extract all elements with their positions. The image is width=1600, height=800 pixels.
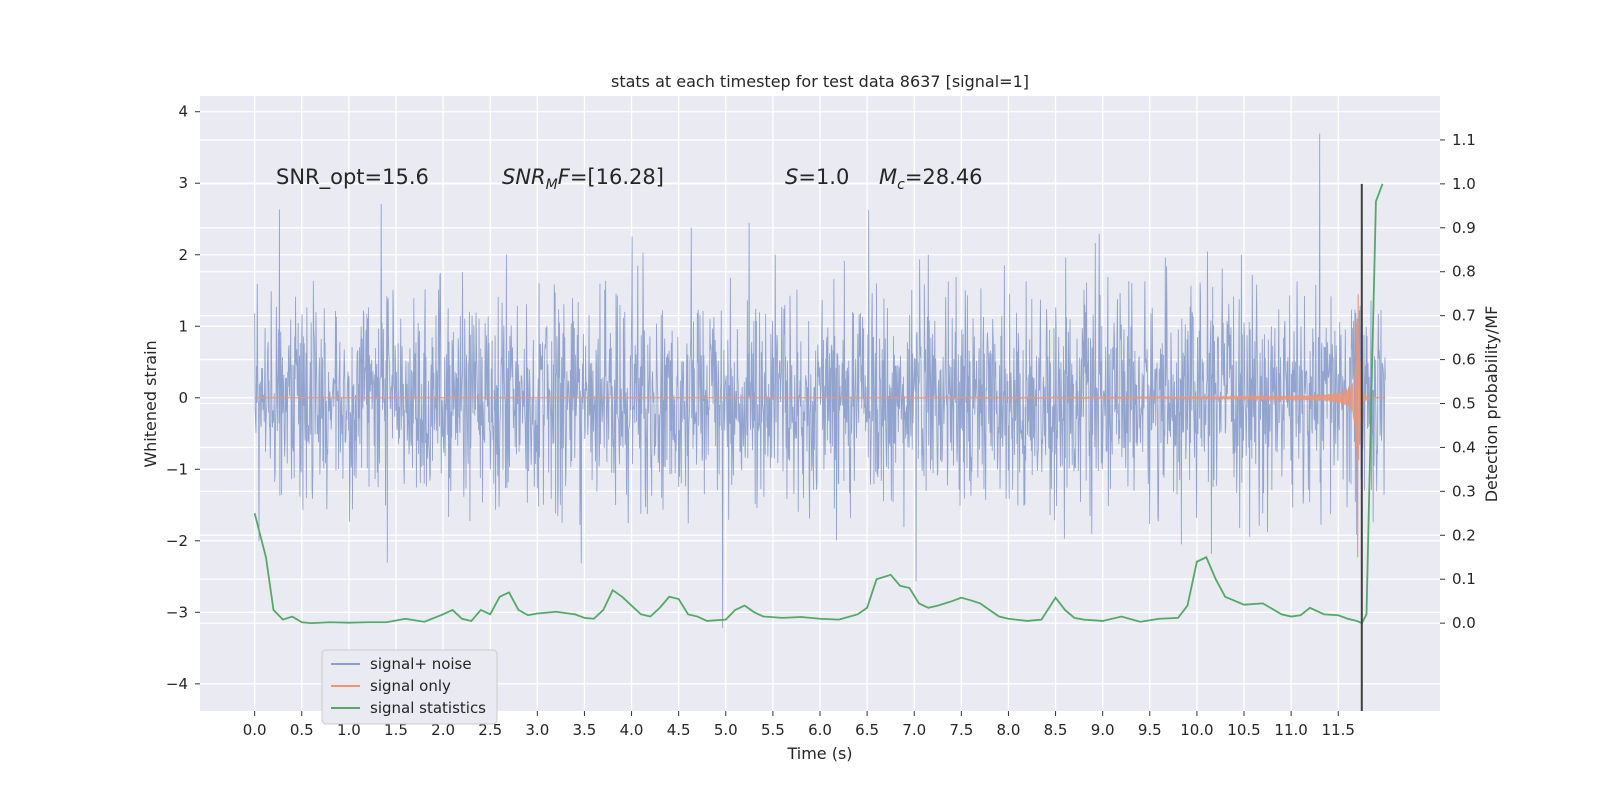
y-tick-label: −4 — [166, 675, 188, 693]
x-tick-label: 5.5 — [761, 721, 785, 739]
y2-tick-label: 0.4 — [1452, 438, 1476, 456]
series-signal-only-line — [254, 294, 1386, 558]
y-tick-label: −3 — [166, 603, 188, 621]
x-tick-label: 3.0 — [525, 721, 549, 739]
y-tick-label: 3 — [178, 174, 188, 192]
x-tick-label: 9.5 — [1138, 721, 1162, 739]
y2-tick-label: 0.5 — [1452, 395, 1476, 413]
y-tick-label: 0 — [178, 389, 188, 407]
grid — [200, 96, 1440, 711]
x-tick-label: 5.0 — [714, 721, 738, 739]
x-tick-label: 4.0 — [620, 721, 644, 739]
y-tick-label: −2 — [166, 532, 188, 550]
x-tick-label: 0.5 — [290, 721, 314, 739]
legend-box — [321, 649, 498, 725]
x-tick-label: 7.5 — [949, 721, 973, 739]
x-tick-label: 6.5 — [855, 721, 879, 739]
x-tick-label: 0.0 — [243, 721, 267, 739]
y2-tick-label: 0.6 — [1452, 351, 1476, 369]
annotation-snr-opt: SNR_opt=15.6 — [276, 165, 429, 190]
y2-tick-label: 0.8 — [1452, 263, 1476, 281]
y2-tick-label: 0.7 — [1452, 307, 1476, 325]
x-tick-label: 11.0 — [1274, 721, 1307, 739]
annotation-mc: Mc=28.46 — [879, 165, 983, 193]
series-signal-noise-line — [254, 133, 1386, 628]
y2-tick-label: 0.1 — [1452, 570, 1476, 588]
chart-title: stats at each timestep for test data 863… — [611, 72, 1029, 91]
x-tick-label: 4.5 — [667, 721, 691, 739]
annotation-s: S=1.0 — [785, 165, 849, 189]
annotation-snr-mf: SNRMF=[16.28] — [502, 165, 664, 193]
ticks: 0.0 0.5 1.0 1.5 2.0 2.5 3.0 3.5 4.0 4.5 5.0 5.5 6.0 6… — [166, 103, 1476, 739]
y2-tick-label: 0.2 — [1452, 526, 1476, 544]
series-signal-statistics-line — [253, 183, 1384, 625]
x-tick-label: 1.0 — [337, 721, 361, 739]
x-tick-label: 2.0 — [431, 721, 455, 739]
y-tick-label: −1 — [166, 460, 188, 478]
x-axis-label: Time (s) — [786, 744, 852, 763]
y2-tick-label: 0.3 — [1452, 482, 1476, 500]
x-tick-label: 8.0 — [997, 721, 1021, 739]
legend-label: signal+ noise — [370, 655, 472, 673]
legend-label: signal only — [370, 677, 451, 695]
y-tick-label: 2 — [178, 246, 188, 264]
y-axis-label: Whitened strain — [141, 340, 160, 467]
x-tick-label: 9.0 — [1091, 721, 1115, 739]
x-tick-label: 2.5 — [478, 721, 502, 739]
y-tick-label: 4 — [178, 103, 188, 121]
x-tick-label: 11.5 — [1322, 721, 1355, 739]
y2-tick-label: 0.9 — [1452, 219, 1476, 237]
x-tick-label: 8.5 — [1044, 721, 1068, 739]
x-tick-label: 10.0 — [1180, 721, 1213, 739]
x-tick-label: 7.0 — [902, 721, 926, 739]
x-tick-label: 10.5 — [1227, 721, 1260, 739]
y-tick-label: 1 — [178, 317, 188, 335]
y2-tick-label: 1.1 — [1452, 131, 1476, 149]
legend-label: signal statistics — [370, 699, 486, 717]
x-tick-label: 6.0 — [808, 721, 832, 739]
plot-area — [253, 133, 1386, 711]
annotations: SNR_opt=15.6 SNRMF=[16.28] S=1.0 Mc=28.4… — [276, 165, 983, 193]
x-tick-label: 3.5 — [573, 721, 597, 739]
legend: signal+ noise signal only signal statist… — [321, 649, 498, 725]
x-tick-label: 1.5 — [384, 721, 408, 739]
y2-axis-label: Detection probability/MF — [1482, 306, 1501, 503]
y2-tick-label: 0.0 — [1452, 614, 1476, 632]
y2-tick-label: 1.0 — [1452, 175, 1476, 193]
